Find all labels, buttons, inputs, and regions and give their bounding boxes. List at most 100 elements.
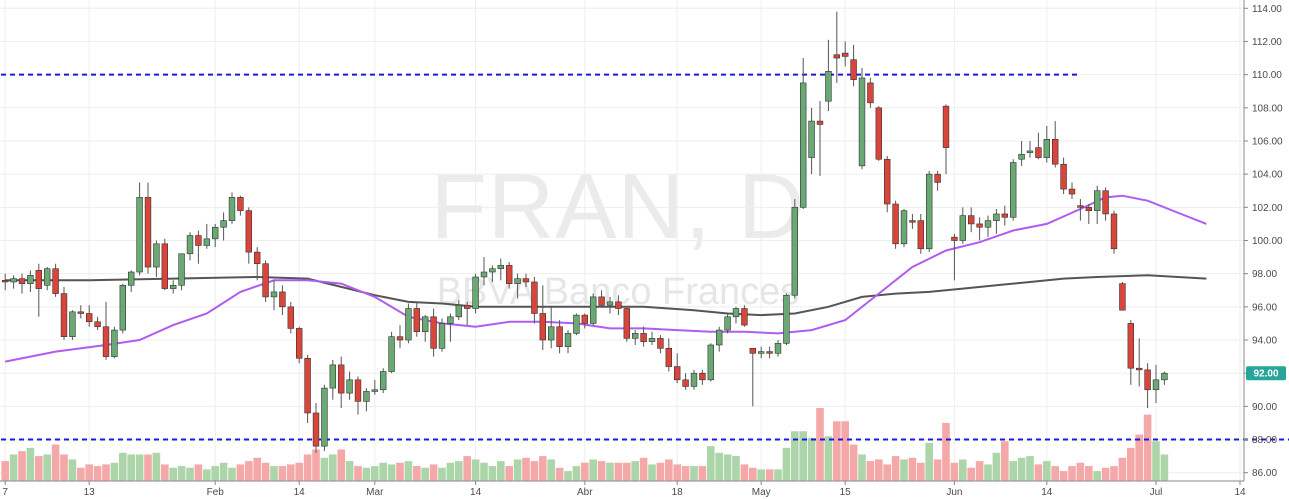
candle	[220, 212, 227, 241]
candle-body	[1009, 162, 1017, 218]
candle-body	[186, 235, 194, 255]
candle	[783, 293, 790, 345]
candle-body	[379, 371, 387, 391]
volume-bar	[816, 408, 824, 481]
candle	[531, 276, 538, 324]
candle	[715, 326, 723, 352]
candle-body	[388, 336, 395, 372]
candle-body	[1035, 147, 1042, 158]
candle	[925, 170, 933, 253]
candle-body	[10, 278, 17, 283]
volume-bar	[1017, 457, 1026, 481]
candle	[1052, 121, 1059, 168]
volume-bar	[891, 456, 900, 481]
volume-bar	[471, 459, 480, 481]
y-tick-label: 96.00	[1252, 302, 1277, 313]
candle-body	[581, 314, 589, 324]
volume-bar	[144, 454, 152, 481]
candle	[917, 213, 925, 254]
candle	[1144, 363, 1151, 409]
candle-body	[631, 333, 639, 339]
volume-bar	[581, 462, 589, 481]
candle-body	[1077, 205, 1084, 208]
candle	[892, 200, 899, 249]
candle-body	[993, 213, 1000, 221]
candle	[1060, 157, 1067, 195]
candle	[909, 213, 916, 229]
volume-bar	[1085, 466, 1093, 481]
candle	[631, 330, 639, 345]
volume-bar	[312, 449, 320, 481]
candle	[245, 207, 252, 264]
candle-body	[556, 326, 563, 347]
candle	[35, 263, 43, 317]
candle-body	[178, 253, 185, 286]
candle-body	[699, 372, 706, 381]
volume-bar	[497, 461, 505, 481]
candle	[808, 107, 815, 175]
candle	[178, 253, 185, 291]
candle	[757, 346, 765, 359]
candle	[1018, 140, 1025, 166]
x-tick-label: Mar	[366, 487, 384, 498]
candle	[791, 199, 799, 299]
volume-bar	[337, 449, 345, 481]
candle-body	[757, 351, 765, 354]
volume-bar	[60, 454, 68, 481]
candle-body	[144, 197, 152, 268]
candle	[371, 379, 378, 395]
x-tick-label: 13	[84, 487, 96, 498]
volume-bar	[623, 462, 631, 481]
y-tick-label: 110.00	[1252, 70, 1282, 81]
candle-body	[438, 323, 446, 349]
candle	[60, 286, 68, 341]
x-tick-label: Feb	[207, 487, 225, 498]
volume-bar	[9, 454, 18, 481]
candle	[77, 305, 85, 319]
candle-body	[153, 243, 160, 268]
candle	[682, 373, 689, 390]
candle-body	[170, 284, 177, 289]
candle	[690, 369, 698, 390]
y-tick-label: 100.00	[1252, 236, 1283, 247]
volume-bar	[690, 466, 698, 481]
candle-body	[976, 223, 983, 228]
volume-bar	[1051, 466, 1059, 481]
candle-body	[111, 329, 118, 357]
volume-bar	[68, 459, 77, 481]
volume-bar	[774, 469, 782, 481]
candle	[1094, 185, 1101, 224]
candle	[497, 258, 504, 281]
candle-body	[1085, 207, 1093, 211]
candle-body	[505, 265, 513, 284]
volume-bar	[203, 469, 211, 481]
candle-body	[547, 326, 555, 341]
price-axis[interactable]: 86.00 88.00 90.00 92.00 94.00 96.00 98.00 100.0…	[1243, 0, 1283, 481]
candle	[640, 326, 647, 347]
candle	[984, 215, 992, 238]
candle-body	[363, 391, 370, 402]
candle-body	[1052, 139, 1059, 165]
time-axis[interactable]: 7 13 Feb 14 Mar 14 Abr 18 May 15 Jun 14 Jul 14	[0, 480, 1246, 498]
candle-body	[312, 412, 320, 447]
volume-bar	[1093, 471, 1101, 481]
candle-body	[203, 238, 210, 246]
candle	[1136, 338, 1143, 387]
candle	[186, 232, 194, 261]
volume-bar	[186, 467, 194, 481]
candle-body	[774, 343, 782, 354]
candle	[119, 283, 127, 334]
volume-bar	[270, 466, 278, 481]
candle-body	[329, 364, 336, 389]
candle-body	[892, 203, 899, 245]
volume-bar	[1101, 467, 1110, 481]
last-price-badge: 92.00	[1246, 366, 1286, 381]
candle	[547, 306, 555, 349]
candle-body	[1060, 163, 1067, 190]
candle-body	[354, 379, 362, 402]
candle-body	[262, 263, 269, 298]
candle	[1127, 320, 1135, 385]
volume-bar	[1026, 456, 1034, 481]
volume-bar	[639, 457, 648, 481]
watermark-symbol: FRAN, D	[431, 156, 806, 258]
